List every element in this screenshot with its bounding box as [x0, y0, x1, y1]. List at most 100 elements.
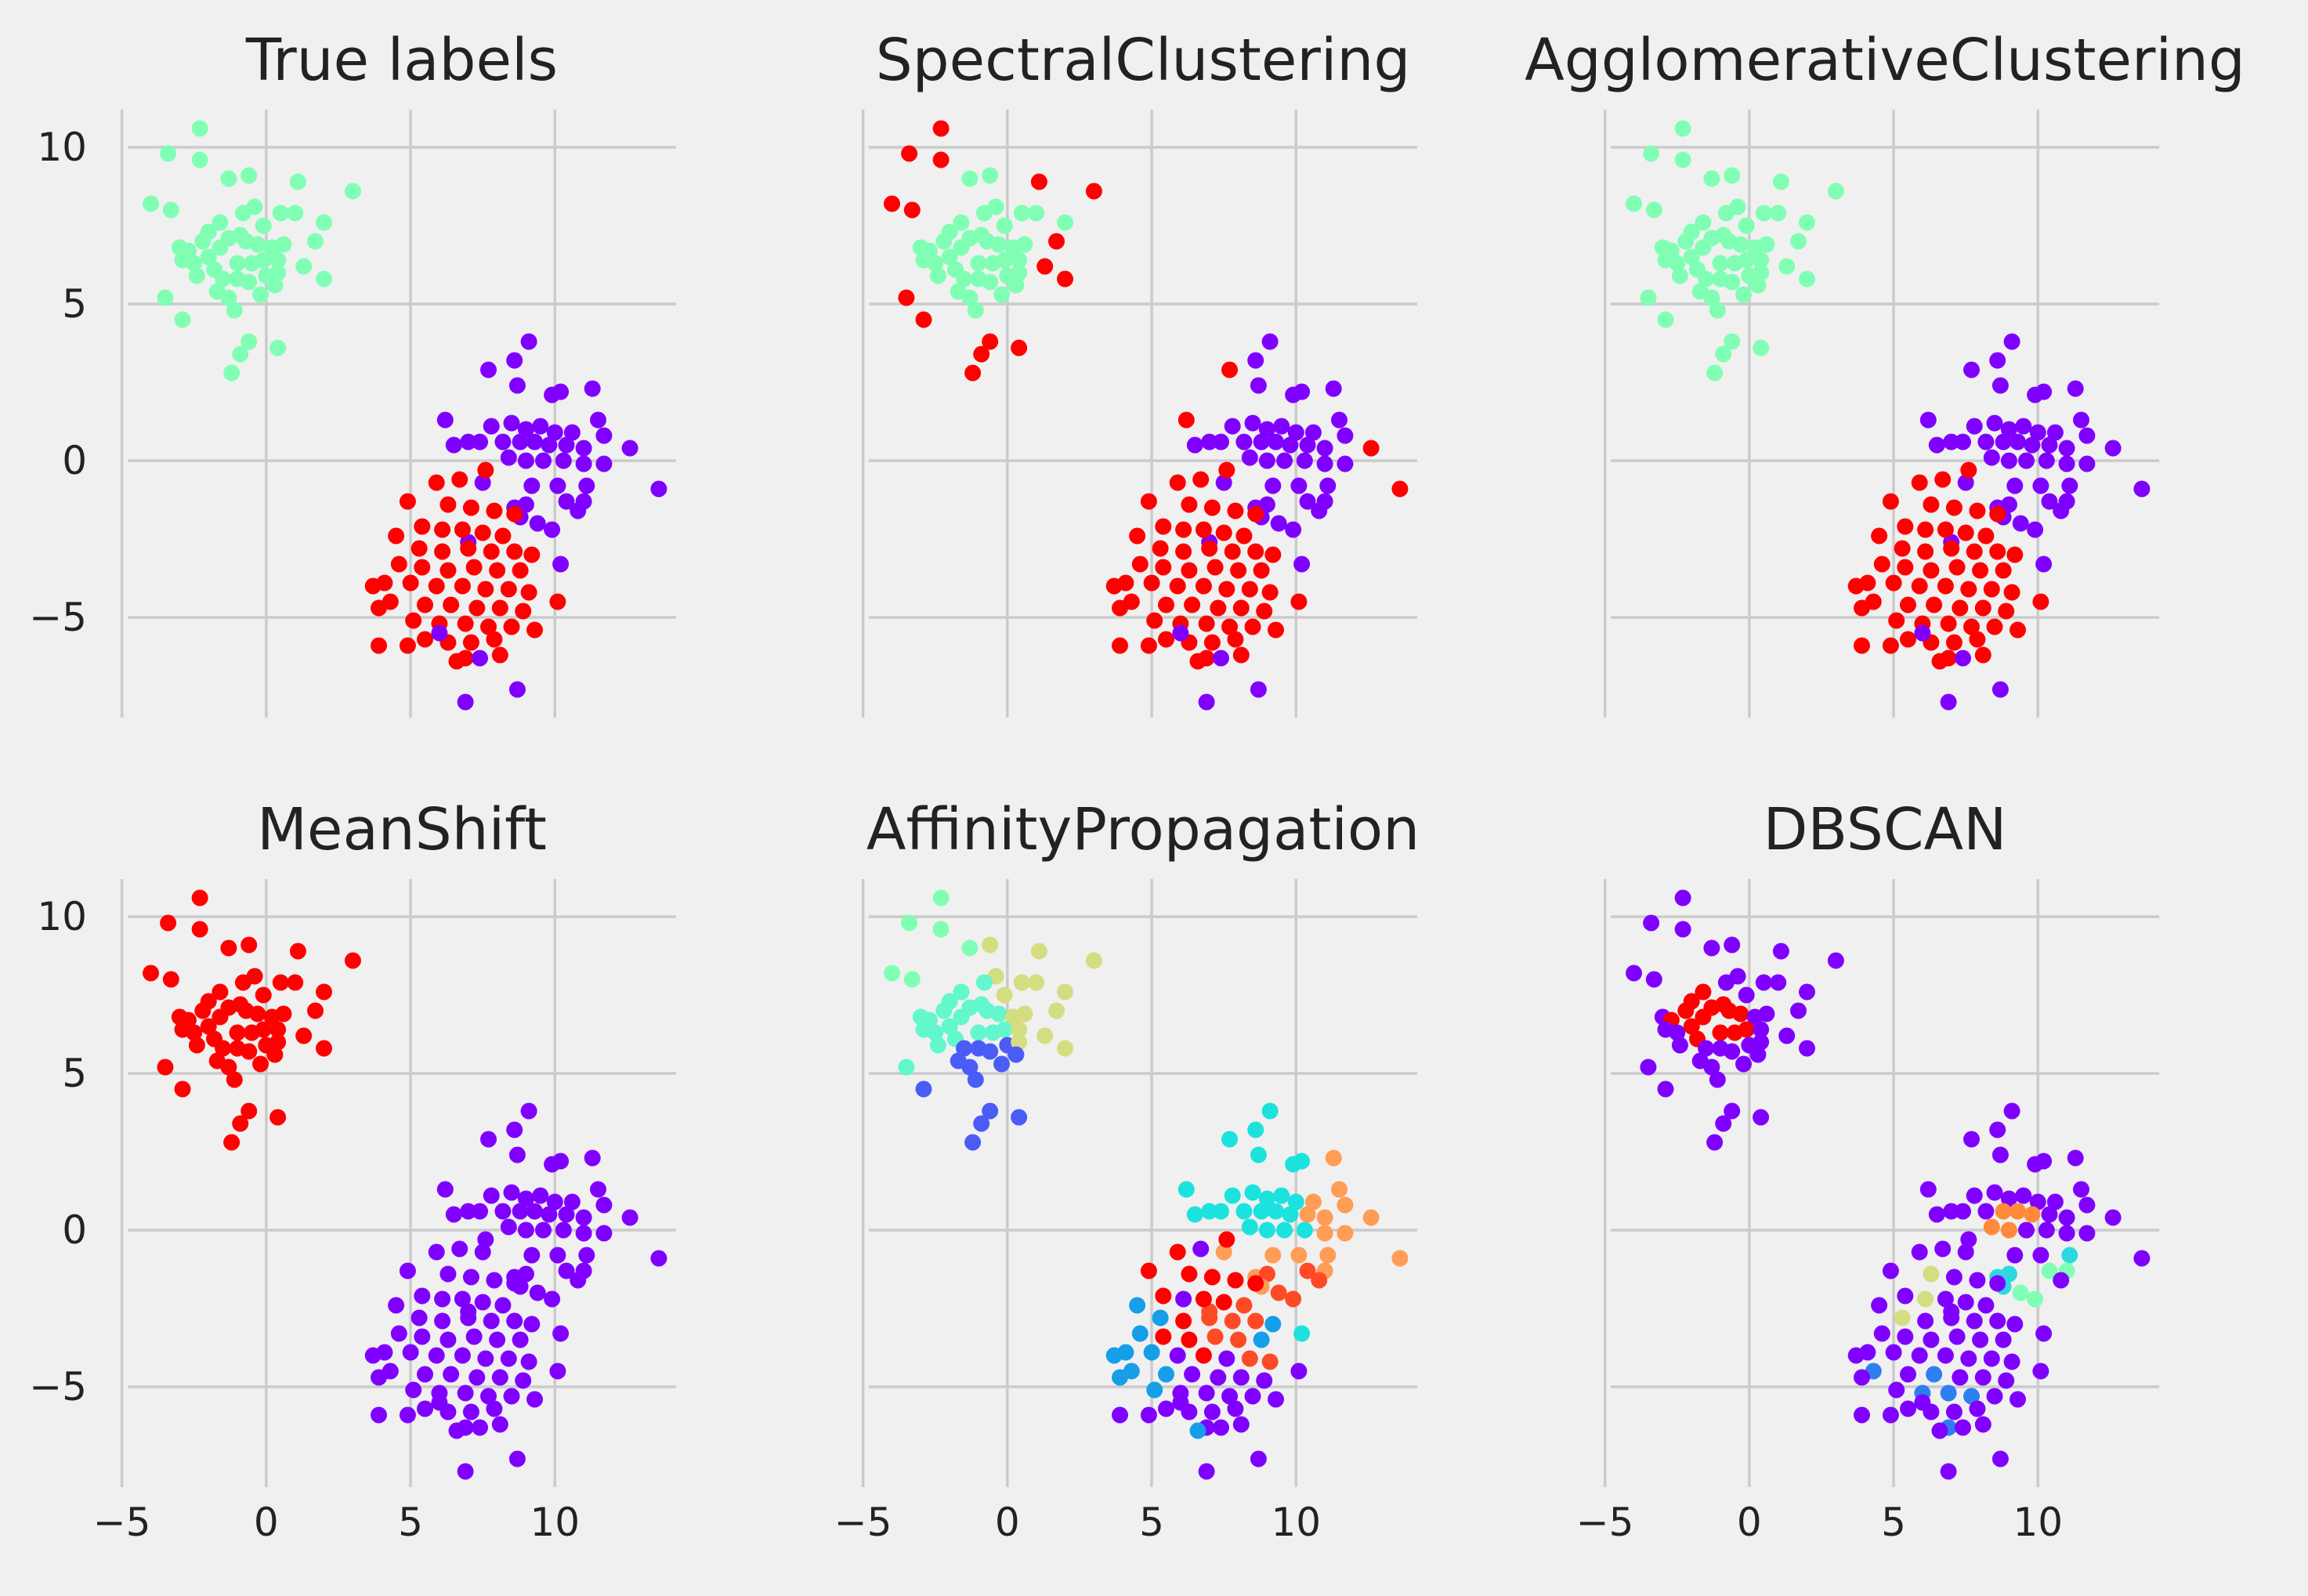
data-point [1732, 1005, 1749, 1022]
y-tick-label: 0 [62, 1207, 87, 1253]
data-point [462, 499, 479, 516]
data-point [215, 1040, 232, 1057]
data-point [1268, 621, 1284, 639]
data-point [483, 1312, 500, 1330]
data-point [1937, 521, 1954, 538]
data-point [1948, 559, 1966, 576]
data-point [226, 1071, 243, 1088]
subplot-affinitypropagation: AffinityPropagation −5 0 5 10 [834, 796, 1420, 1545]
data-point [1854, 599, 1870, 617]
data-point [212, 214, 229, 231]
y-tick-label: 5 [62, 281, 87, 327]
data-point [1712, 1024, 1729, 1041]
data-point [1337, 427, 1354, 444]
data-point [1799, 270, 1815, 288]
data-point [1235, 1203, 1253, 1220]
data-point [1256, 1372, 1273, 1389]
data-point [480, 618, 497, 635]
data-point [1218, 1350, 1235, 1367]
data-point [1140, 1406, 1157, 1424]
data-point [417, 1400, 433, 1417]
scatter-points [884, 889, 1409, 1480]
data-point [2104, 1209, 2122, 1226]
data-point [465, 1328, 483, 1345]
data-point [1057, 214, 1073, 231]
data-point [270, 252, 287, 269]
data-point [399, 493, 416, 510]
data-point [526, 621, 543, 639]
data-point [1717, 204, 1735, 222]
data-point [1287, 424, 1304, 441]
data-point [241, 167, 258, 184]
data-point [1221, 1388, 1238, 1405]
data-point [898, 1059, 915, 1076]
x-tick-label: 5 [398, 1500, 423, 1545]
data-point [1882, 493, 1899, 510]
subplot-true-labels: True labels 10 5 0 −5 [29, 27, 676, 718]
data-point [1900, 596, 1916, 613]
data-point [1626, 964, 1642, 982]
data-point [289, 943, 306, 960]
data-point [1854, 1369, 1870, 1386]
data-point [388, 1297, 405, 1314]
data-point [1917, 521, 1934, 538]
data-point [1250, 681, 1267, 698]
data-point [399, 637, 416, 654]
data-point [1969, 502, 1986, 519]
data-point [1195, 577, 1212, 595]
data-point [517, 1265, 534, 1283]
data-point [1972, 562, 1989, 579]
data-point [489, 1331, 506, 1348]
data-point [503, 1388, 520, 1405]
data-point [517, 421, 534, 438]
data-point [1772, 943, 1789, 960]
data-point [220, 939, 237, 957]
data-point [1854, 1406, 1870, 1424]
data-point [1991, 1146, 2009, 1164]
data-point [975, 204, 993, 222]
data-point [2041, 493, 2058, 510]
data-point [621, 440, 638, 457]
scatter-points [1626, 120, 2151, 711]
data-point [915, 252, 932, 269]
data-point [1758, 236, 1775, 253]
data-point [414, 559, 431, 576]
data-point [434, 1290, 451, 1308]
data-point [1158, 596, 1174, 613]
data-point [1738, 1021, 1755, 1038]
data-point [1974, 1416, 1991, 1433]
data-point [961, 939, 979, 957]
data-point [1244, 414, 1261, 432]
data-point [523, 546, 541, 563]
data-point [1695, 983, 1712, 1001]
data-point [477, 461, 494, 479]
y-tick-label: 10 [37, 125, 87, 170]
data-point [500, 581, 517, 598]
data-point [1261, 584, 1279, 601]
data-point [558, 436, 575, 454]
data-point [1914, 1394, 1931, 1411]
data-point [1264, 1247, 1282, 1264]
data-point [399, 1406, 416, 1424]
data-point [1241, 1350, 1258, 1367]
data-point [1703, 1059, 1720, 1076]
data-point [1934, 471, 1952, 488]
data-point [1778, 258, 1796, 275]
data-point [1169, 1347, 1186, 1364]
data-point [1112, 637, 1128, 654]
data-point [2018, 452, 2035, 469]
x-tick-label: 0 [995, 1500, 1020, 1545]
data-point [1195, 521, 1212, 538]
data-point [1945, 634, 1963, 651]
data-point [1189, 1422, 1206, 1439]
data-point [1175, 1290, 1192, 1308]
data-point [1235, 433, 1253, 451]
data-point [932, 889, 950, 907]
data-point [1244, 618, 1261, 635]
data-point [1186, 436, 1203, 454]
data-point [1169, 577, 1186, 595]
data-point [1643, 914, 1660, 932]
data-point [517, 1190, 534, 1207]
data-point [462, 634, 479, 651]
